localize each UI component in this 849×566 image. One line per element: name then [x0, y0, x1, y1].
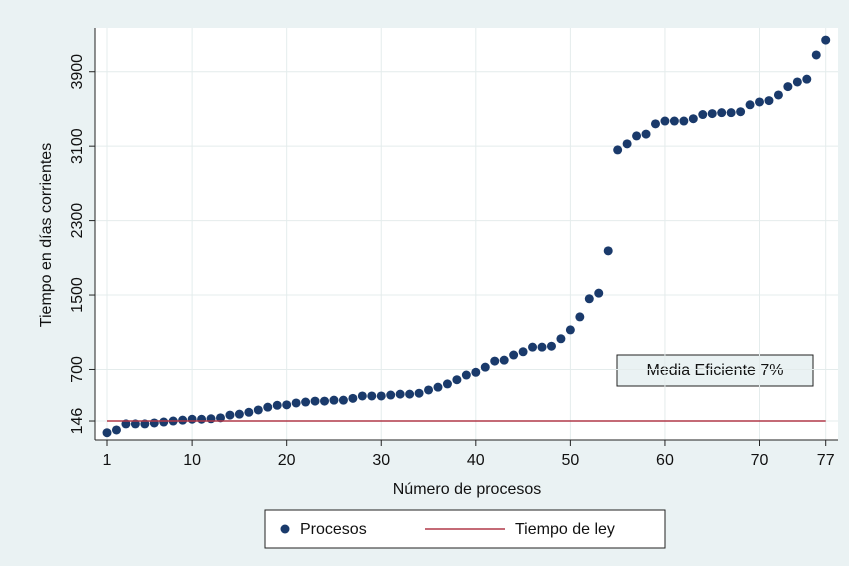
annotation-box — [616, 354, 814, 387]
point — [518, 347, 528, 357]
x-tick-label: 30 — [372, 452, 390, 469]
point — [272, 400, 282, 410]
point — [442, 379, 452, 389]
point — [688, 114, 698, 124]
point — [707, 109, 717, 119]
point — [755, 97, 765, 107]
point — [367, 391, 377, 401]
y-axis-title: Tiempo en días corrientes — [38, 143, 55, 327]
point — [244, 407, 254, 417]
x-tick-label: 70 — [751, 452, 769, 469]
point — [792, 77, 802, 87]
x-tick-label: 60 — [656, 452, 674, 469]
legend-marker — [280, 524, 290, 534]
point — [206, 414, 216, 424]
point — [282, 400, 292, 410]
point — [726, 108, 736, 118]
point — [197, 414, 207, 424]
point — [338, 395, 348, 405]
point — [102, 428, 112, 438]
point — [452, 375, 462, 385]
point — [556, 334, 566, 344]
x-tick-label: 40 — [467, 452, 485, 469]
y-tick-label: 3100 — [69, 128, 86, 164]
y-tick-label: 146 — [69, 408, 86, 435]
point — [187, 414, 197, 424]
point — [424, 385, 434, 395]
x-tick-label: 50 — [561, 452, 579, 469]
x-axis-title: Número de procesos — [393, 481, 542, 498]
point — [764, 96, 774, 106]
point — [565, 325, 575, 335]
point — [178, 415, 188, 425]
point — [253, 405, 263, 415]
point — [783, 82, 793, 92]
x-tick-label: 77 — [817, 452, 835, 469]
point — [405, 389, 415, 399]
point — [263, 402, 273, 412]
point — [310, 396, 320, 406]
point — [650, 119, 660, 129]
point — [717, 108, 727, 118]
point — [149, 418, 159, 428]
point — [528, 342, 538, 352]
point — [225, 410, 235, 420]
point — [660, 116, 670, 126]
point — [471, 367, 481, 377]
y-tick-label: 700 — [69, 356, 86, 383]
point — [594, 288, 604, 298]
point — [773, 90, 783, 100]
legend-label: Procesos — [300, 521, 367, 538]
point — [320, 396, 330, 406]
point — [357, 391, 367, 401]
point — [622, 139, 632, 149]
point — [348, 393, 358, 403]
legend-label: Tiempo de ley — [515, 521, 615, 538]
point — [641, 129, 651, 139]
point — [821, 35, 831, 45]
point — [546, 341, 556, 351]
point — [329, 395, 339, 405]
x-tick-label: 1 — [103, 452, 112, 469]
point — [632, 131, 642, 141]
point — [745, 100, 755, 110]
y-tick-label: 3900 — [69, 54, 86, 90]
point — [301, 397, 311, 407]
point — [499, 355, 509, 365]
point — [395, 389, 405, 399]
x-tick-label: 20 — [278, 452, 296, 469]
point — [575, 312, 585, 322]
point — [802, 74, 812, 84]
point — [159, 417, 169, 427]
point — [414, 388, 424, 398]
point — [584, 294, 594, 304]
y-tick-label: 1500 — [69, 277, 86, 313]
x-tick-label: 10 — [183, 452, 201, 469]
point — [215, 413, 225, 423]
point — [376, 391, 386, 401]
point — [291, 398, 301, 408]
point — [736, 107, 746, 117]
point — [679, 116, 689, 126]
point — [386, 390, 396, 400]
point — [234, 409, 244, 419]
point — [461, 370, 471, 380]
point — [669, 116, 679, 126]
y-tick-label: 2300 — [69, 203, 86, 239]
annotation: Media Eficiente 7% — [647, 362, 784, 379]
point — [613, 145, 623, 155]
point — [490, 356, 500, 366]
point — [111, 425, 121, 435]
point — [433, 382, 443, 392]
point — [537, 342, 547, 352]
point — [811, 50, 821, 60]
point — [509, 350, 519, 360]
point — [480, 362, 490, 372]
point — [603, 246, 613, 256]
point — [698, 110, 708, 120]
